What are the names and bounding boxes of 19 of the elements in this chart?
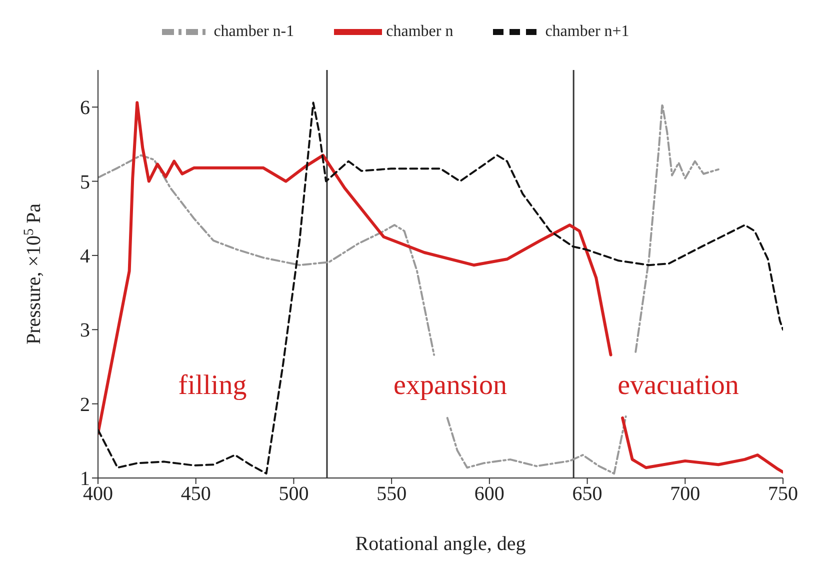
legend-label: chamber n xyxy=(386,22,454,40)
y-tick-label: 5 xyxy=(80,171,90,194)
annotation: evacuation xyxy=(618,370,739,402)
y-tick-label: 2 xyxy=(80,394,90,416)
x-tick-label: 450 xyxy=(180,483,211,506)
x-tick-label: 650 xyxy=(572,483,602,506)
y-tick-label: 4 xyxy=(80,246,90,268)
x-tick-label: 700 xyxy=(670,483,700,506)
legend-label: chamber n+1 xyxy=(545,22,630,40)
legend-label: chamber n-1 xyxy=(214,22,294,40)
annotation: expansion xyxy=(394,370,508,402)
annotation: filling xyxy=(178,370,247,402)
x-tick-label: 600 xyxy=(474,483,504,506)
x-tick-label: 750 xyxy=(768,483,798,506)
x-axis-title: Rotational angle, deg xyxy=(355,533,526,555)
y-tick-label: 6 xyxy=(80,97,90,120)
y-tick-label: 3 xyxy=(80,320,90,342)
x-tick-label: 500 xyxy=(278,483,309,506)
x-tick-label: 550 xyxy=(376,483,407,506)
